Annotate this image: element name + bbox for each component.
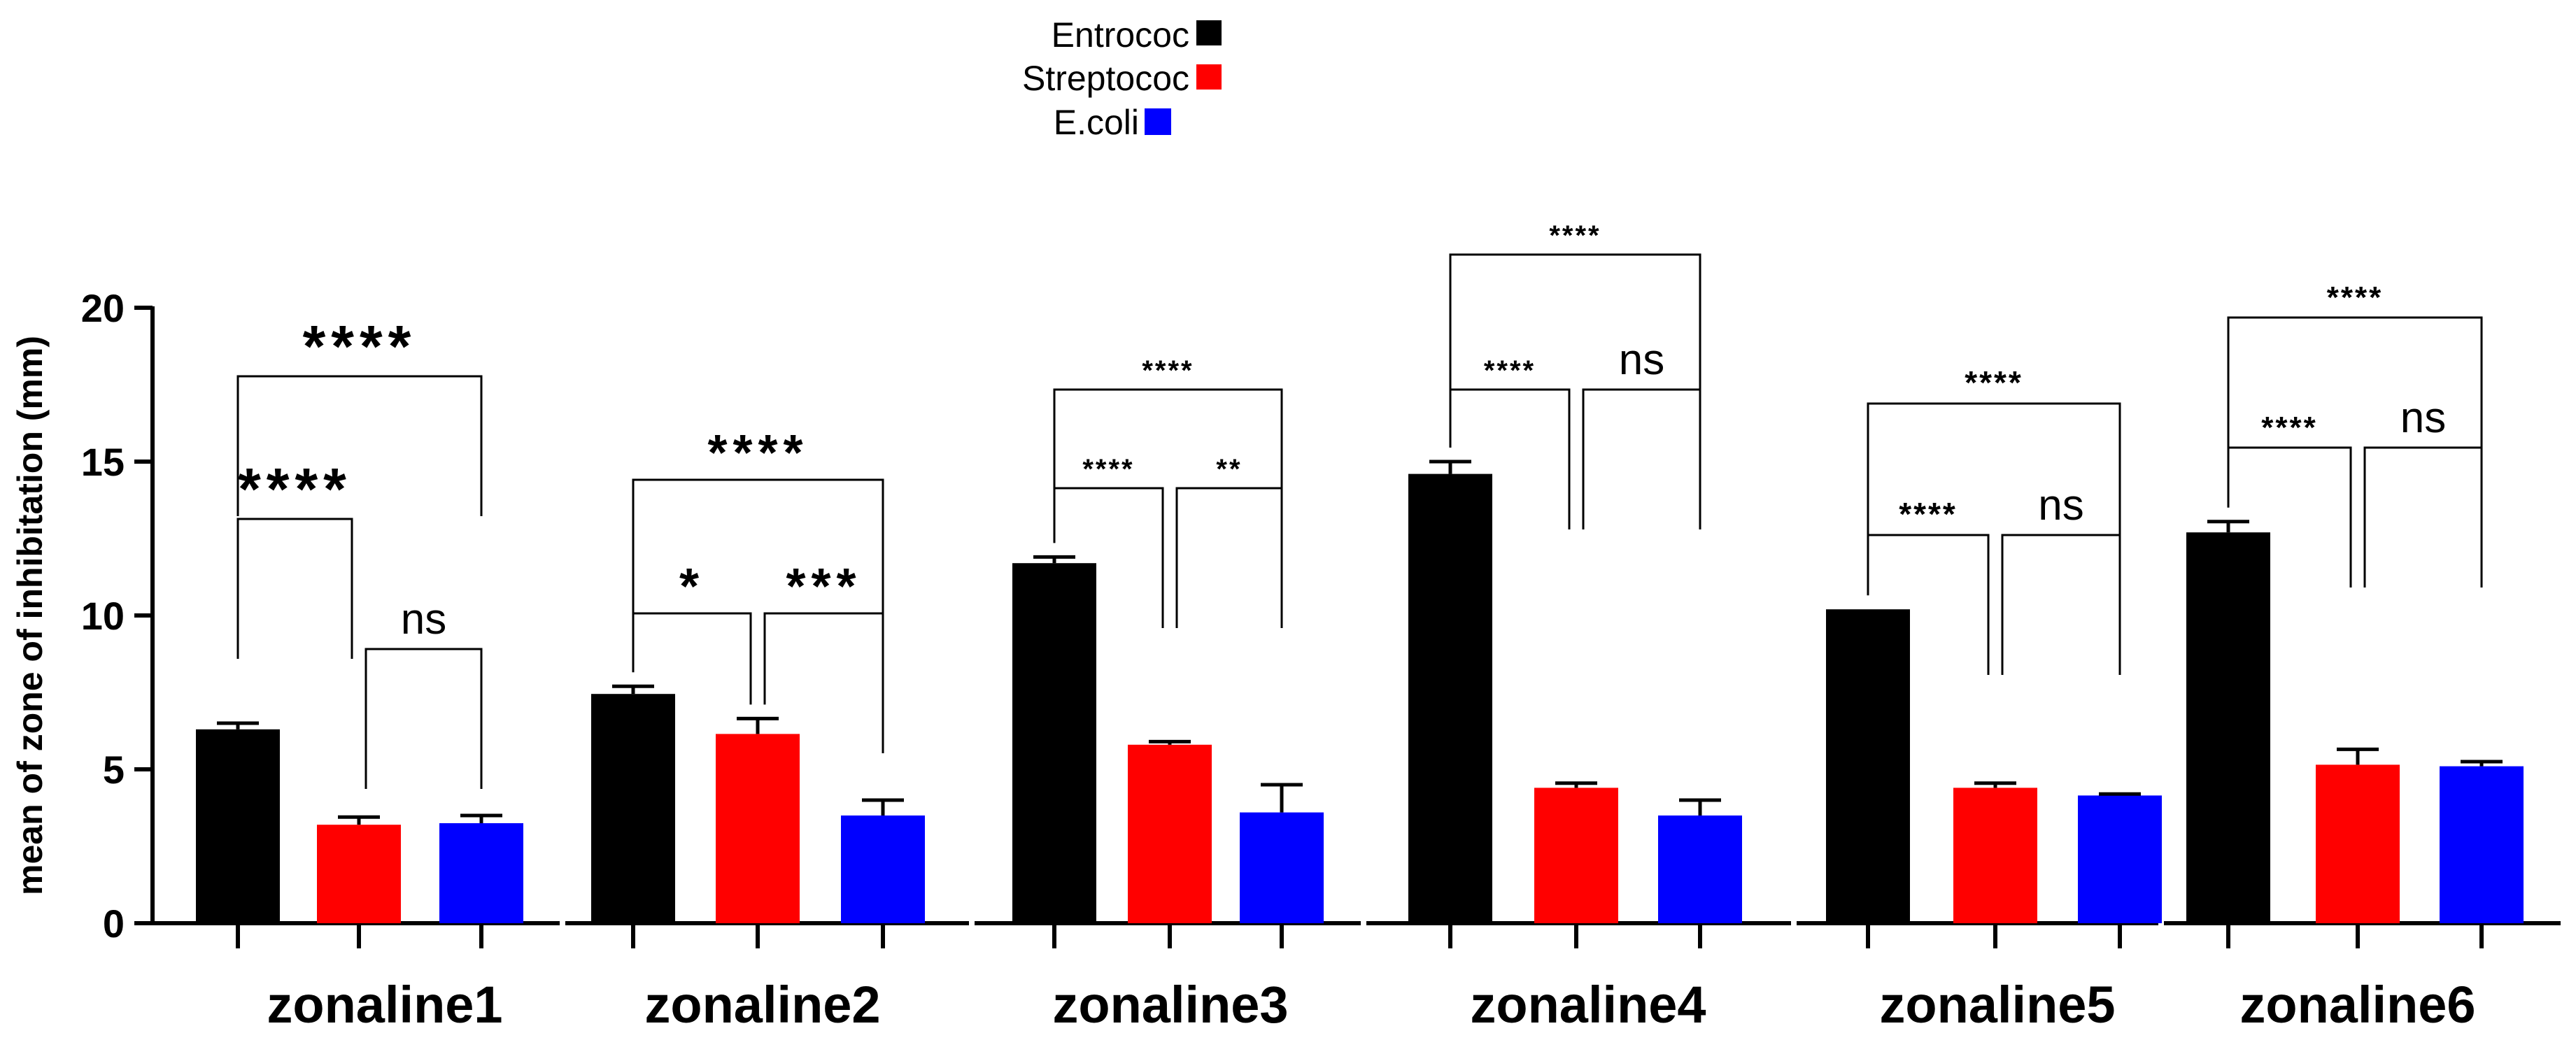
bar-zonaline6-Entrococ bbox=[2186, 532, 2270, 923]
legend: Entrococ Streptococ E.coli bbox=[1022, 15, 1222, 142]
bracket-zonaline2-1-2 bbox=[632, 612, 752, 705]
bracket-zonaline1-1-2 bbox=[236, 518, 353, 659]
bracket-zonaline5-2-3 bbox=[2001, 534, 2121, 675]
bracket-zonaline6-1-3 bbox=[2227, 316, 2483, 457]
y-tick-label-5: 5 bbox=[103, 748, 125, 792]
significance-label-zonaline5-1-2: **** bbox=[1899, 496, 1958, 532]
bar-zonaline3-E.coli bbox=[1240, 812, 1324, 923]
bracket-zonaline3-2-3 bbox=[1175, 487, 1283, 628]
legend-swatch-streptococ bbox=[1196, 64, 1222, 90]
bracket-zonaline4-1-3 bbox=[1449, 253, 1701, 394]
bracket-zonaline2-2-3 bbox=[763, 612, 884, 753]
x-category-label-zonaline2: zonaline2 bbox=[644, 976, 880, 1034]
bracket-zonaline6-2-3 bbox=[2363, 446, 2483, 587]
bar-zonaline5-Streptococ bbox=[1953, 788, 2037, 923]
legend-swatch-entrococ bbox=[1196, 20, 1222, 45]
significance-label-zonaline2-1-2: * bbox=[679, 559, 705, 615]
bar-zonaline2-Streptococ bbox=[716, 734, 800, 923]
bar-zonaline2-E.coli bbox=[841, 815, 925, 923]
significance-label-zonaline5-1-3: **** bbox=[1965, 364, 2023, 401]
significance-label-zonaline4-1-2: **** bbox=[1484, 355, 1536, 386]
bar-zonaline1-Entrococ bbox=[196, 729, 280, 923]
bar-zonaline5-E.coli bbox=[2078, 795, 2162, 923]
bar-zonaline3-Entrococ bbox=[1012, 563, 1096, 923]
y-tick-label-0: 0 bbox=[103, 902, 125, 946]
bar-zonaline6-E.coli bbox=[2440, 766, 2524, 923]
y-tick-label-15: 15 bbox=[81, 440, 125, 484]
bars bbox=[196, 473, 2524, 923]
bracket-zonaline3-1-3 bbox=[1053, 388, 1283, 529]
legend-label-entrococ: Entrococ bbox=[1052, 15, 1189, 55]
bracket-zonaline1-2-3 bbox=[365, 648, 483, 789]
significance-label-zonaline3-1-3: **** bbox=[1142, 355, 1194, 386]
x-category-label-zonaline6: zonaline6 bbox=[2239, 976, 2475, 1034]
bracket-zonaline5-1-2 bbox=[1867, 534, 1990, 675]
x-category-label-zonaline3: zonaline3 bbox=[1052, 976, 1288, 1034]
significance-label-zonaline1-1-3: **** bbox=[303, 313, 417, 379]
bracket-zonaline4-2-3 bbox=[1582, 388, 1701, 529]
significance-label-zonaline3-1-2: **** bbox=[1082, 454, 1134, 485]
bar-zonaline5-Entrococ bbox=[1826, 609, 1910, 923]
significance-label-zonaline6-1-3: **** bbox=[2327, 280, 2384, 315]
significance-label-zonaline2-2-3: *** bbox=[786, 559, 861, 615]
bar-zonaline2-Entrococ bbox=[591, 694, 675, 923]
y-axis-label: mean of zone of inhibitation (mm) bbox=[10, 336, 50, 895]
bracket-zonaline4-1-2 bbox=[1449, 388, 1571, 529]
x-category-label-zonaline5: zonaline5 bbox=[1879, 976, 2115, 1034]
significance-label-zonaline6-1-2: **** bbox=[2261, 411, 2318, 445]
bar-zonaline4-Streptococ bbox=[1534, 788, 1618, 923]
bar-zonaline3-Streptococ bbox=[1128, 744, 1212, 923]
y-tick-label-20: 20 bbox=[81, 286, 125, 330]
bar-zonaline1-Streptococ bbox=[317, 825, 401, 923]
significance-label-zonaline1-1-2: **** bbox=[238, 456, 352, 522]
x-category-label-zonaline4: zonaline4 bbox=[1470, 976, 1706, 1034]
bracket-zonaline2-1-3 bbox=[632, 478, 884, 620]
significance-label-zonaline2-1-3: **** bbox=[707, 425, 808, 481]
legend-label-ecoli: E.coli bbox=[1054, 103, 1139, 142]
bar-zonaline4-E.coli bbox=[1658, 815, 1742, 923]
bracket-zonaline5-1-3 bbox=[1867, 402, 2121, 543]
error-bars bbox=[217, 460, 2503, 825]
significance-label-zonaline1-2-3: ns bbox=[401, 595, 446, 643]
y-tick-label-10: 10 bbox=[81, 594, 125, 638]
bracket-zonaline1-1-3 bbox=[236, 375, 483, 516]
bar-zonaline1-E.coli bbox=[439, 823, 523, 923]
significance-label-zonaline4-2-3: ns bbox=[1619, 336, 1664, 384]
significance-label-zonaline4-1-3: **** bbox=[1549, 220, 1601, 251]
bracket-zonaline6-1-2 bbox=[2227, 446, 2352, 587]
significance-label-zonaline5-2-3: ns bbox=[2038, 481, 2083, 529]
significance-brackets: ****ns***** ******* **** ****** **** ns******… bbox=[236, 220, 2483, 789]
legend-swatch-ecoli bbox=[1145, 108, 1171, 135]
legend-label-streptococ: Streptococ bbox=[1022, 59, 1189, 98]
bar-zonaline4-Entrococ bbox=[1408, 473, 1492, 923]
significance-label-zonaline3-2-3: ** bbox=[1216, 454, 1242, 485]
significance-label-zonaline6-2-3: ns bbox=[2400, 394, 2446, 442]
x-category-label-zonaline1: zonaline1 bbox=[267, 976, 502, 1034]
bar-zonaline6-Streptococ bbox=[2316, 764, 2400, 923]
